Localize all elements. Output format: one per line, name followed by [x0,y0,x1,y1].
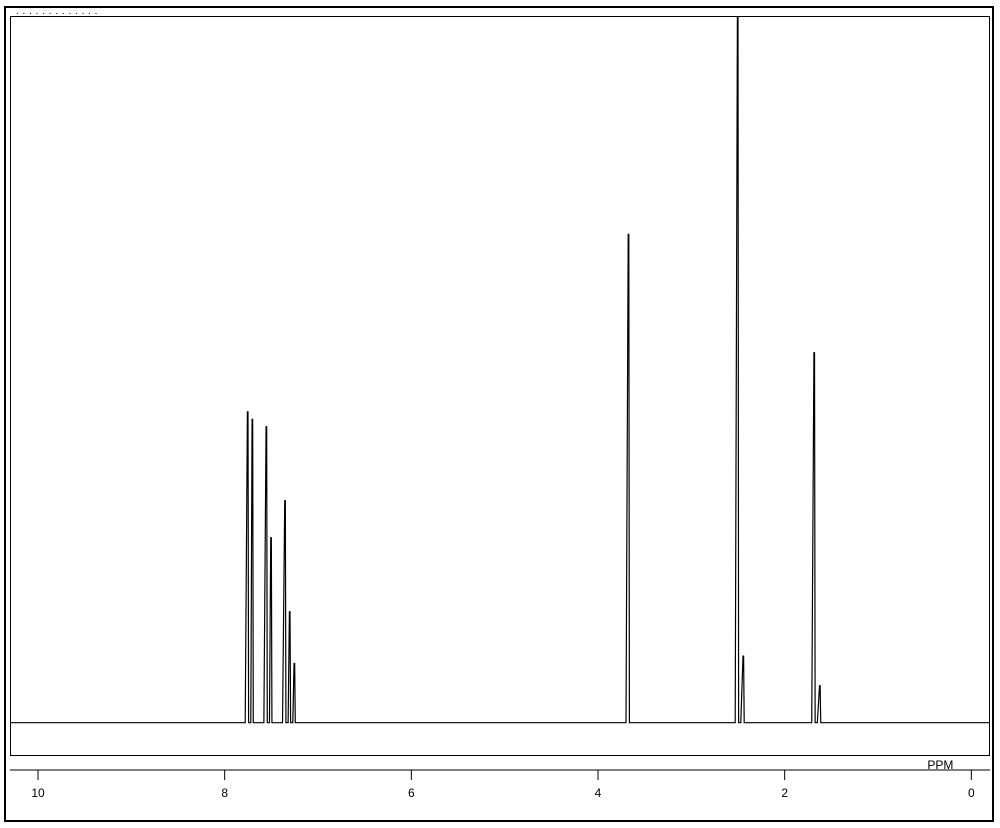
axis-tick-label: 2 [781,786,788,800]
spectrum-svg [10,16,990,756]
spectrum-path [10,16,990,723]
axis-tick-label: 0 [968,786,975,800]
axis-tick-label: 8 [221,786,228,800]
axis-tick-label: 6 [408,786,415,800]
axis-labels: 10 8 6 4 2 0 [10,780,990,800]
axis-unit-label: PPM [927,758,953,772]
axis-tick-label: 10 [31,786,44,800]
axis-ticks [10,770,990,780]
nmr-container: . . . . . . . . . . . . . PPM 1086420 [0,0,1000,828]
axis-tick-label: 4 [595,786,602,800]
